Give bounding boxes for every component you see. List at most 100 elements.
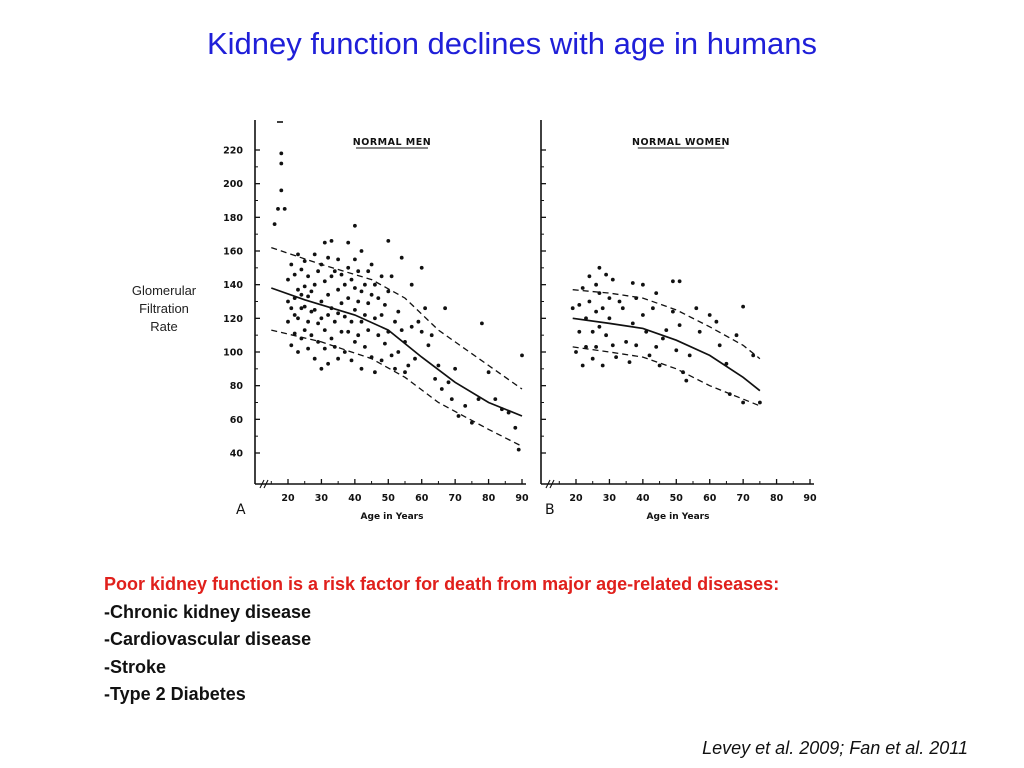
data-point — [322, 240, 327, 245]
risk-factor-item: -Chronic kidney disease — [104, 601, 312, 622]
data-point — [309, 309, 314, 314]
data-point — [302, 328, 307, 332]
data-point — [393, 366, 397, 371]
data-point — [349, 358, 354, 363]
data-point — [610, 343, 615, 348]
data-point — [607, 316, 612, 321]
panel-letter: A — [236, 502, 246, 518]
data-point — [577, 303, 582, 307]
data-point — [610, 277, 615, 282]
data-point — [336, 311, 340, 316]
data-point — [470, 420, 474, 425]
risk-factor-list: Poor kidney function is a risk factor fo… — [104, 571, 779, 709]
data-point — [630, 281, 635, 285]
data-point — [353, 308, 357, 312]
data-point — [379, 358, 384, 363]
data-point — [671, 309, 675, 314]
data-point — [326, 292, 330, 297]
data-point — [396, 309, 401, 314]
data-point — [486, 370, 491, 375]
data-point — [302, 304, 307, 309]
panel-title: NORMAL WOMEN — [632, 137, 730, 148]
data-point — [363, 313, 367, 317]
data-point — [617, 299, 622, 304]
x-tick-label: 90 — [803, 493, 817, 504]
x-tick-label: 80 — [482, 493, 496, 504]
data-point — [353, 223, 357, 228]
data-point — [580, 363, 585, 368]
data-point — [353, 340, 357, 344]
data-point — [319, 299, 324, 304]
data-point — [587, 274, 592, 279]
data-point — [604, 333, 608, 338]
data-point — [406, 363, 411, 368]
data-point — [741, 304, 745, 309]
data-point — [463, 404, 468, 408]
data-point — [580, 286, 585, 290]
data-point — [359, 319, 364, 324]
data-point — [697, 329, 702, 334]
data-point — [366, 328, 371, 332]
data-point — [416, 319, 421, 324]
data-point — [279, 151, 284, 156]
data-point — [302, 284, 307, 289]
data-point — [376, 296, 381, 300]
x-tick-label: 30 — [603, 493, 617, 504]
data-point — [594, 282, 598, 287]
x-tick-label: 60 — [415, 493, 429, 504]
data-point — [299, 292, 304, 297]
data-point — [520, 353, 524, 358]
x-axis-title: Age in Years — [361, 512, 424, 522]
data-point — [309, 333, 314, 338]
data-point — [302, 259, 307, 263]
data-point — [654, 345, 659, 349]
x-tick-label: 40 — [636, 493, 650, 504]
data-point — [359, 249, 364, 253]
y-tick-label: 80 — [230, 381, 244, 392]
x-axis-title: Age in Years — [647, 512, 710, 522]
panel-letter: B — [545, 502, 555, 518]
data-point — [389, 274, 394, 279]
data-point — [419, 329, 424, 334]
y-axis-caption-line: Glomerular — [131, 283, 197, 298]
data-point — [329, 336, 334, 341]
data-point — [389, 353, 394, 358]
x-tick-label: 60 — [703, 493, 717, 504]
data-point — [286, 299, 290, 304]
y-axis-caption-line: Rate — [150, 319, 178, 334]
data-point — [433, 377, 437, 381]
data-point — [597, 324, 602, 329]
data-point — [439, 387, 444, 391]
y-tick-label: 220 — [223, 146, 243, 157]
x-tick-label: 70 — [737, 493, 751, 504]
x-tick-label: 20 — [569, 493, 583, 504]
data-point — [630, 321, 635, 326]
data-point — [306, 294, 310, 299]
data-point — [322, 279, 327, 284]
data-point — [306, 346, 310, 351]
data-point — [329, 239, 334, 243]
data-point — [383, 341, 387, 346]
data-point — [429, 333, 434, 338]
data-point — [717, 343, 722, 348]
y-tick-label: 200 — [223, 179, 243, 190]
data-point — [276, 207, 280, 211]
data-point — [272, 222, 277, 227]
data-point — [279, 188, 284, 193]
data-point — [353, 257, 357, 262]
data-point — [409, 324, 414, 329]
data-point — [353, 286, 357, 290]
data-point — [661, 336, 665, 341]
data-point — [326, 255, 330, 260]
data-point — [687, 353, 692, 358]
data-point — [607, 296, 612, 300]
confidence-band-line — [271, 329, 523, 447]
data-point — [476, 397, 481, 401]
data-point — [393, 319, 397, 324]
data-point — [296, 316, 300, 321]
data-point — [453, 366, 457, 371]
data-point — [279, 161, 284, 166]
data-point — [373, 370, 377, 375]
data-point — [620, 306, 625, 311]
x-tick-label: 90 — [515, 493, 529, 504]
